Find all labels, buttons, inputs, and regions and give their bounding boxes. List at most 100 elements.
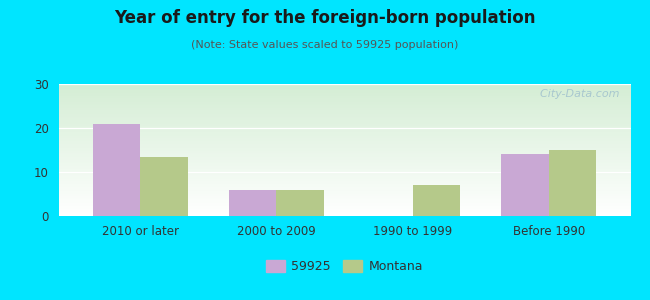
Bar	[58, 87, 630, 88]
Bar	[58, 95, 630, 96]
Bar	[58, 194, 630, 195]
Bar	[58, 153, 630, 154]
Bar	[58, 193, 630, 194]
Bar	[58, 86, 630, 87]
Bar	[58, 167, 630, 168]
Bar	[58, 182, 630, 183]
Bar	[58, 215, 630, 216]
Bar	[92, 124, 140, 216]
Bar	[58, 122, 630, 124]
Bar	[58, 141, 630, 142]
Bar	[58, 84, 630, 85]
Bar	[58, 129, 630, 130]
Bar	[58, 136, 630, 137]
Bar	[58, 158, 630, 159]
Bar	[58, 134, 630, 135]
Bar	[58, 172, 630, 173]
Bar	[58, 102, 630, 103]
Bar	[58, 205, 630, 206]
Bar	[58, 115, 630, 116]
Bar	[549, 150, 597, 216]
Bar	[58, 96, 630, 97]
Bar	[58, 174, 630, 175]
Bar	[58, 200, 630, 201]
Bar	[58, 108, 630, 109]
Bar	[58, 161, 630, 162]
Bar	[58, 191, 630, 192]
Text: City-Data.com: City-Data.com	[532, 89, 619, 99]
Bar	[58, 97, 630, 98]
Bar	[58, 212, 630, 213]
Bar	[58, 100, 630, 102]
Bar	[58, 91, 630, 92]
Bar	[58, 125, 630, 126]
Bar	[58, 120, 630, 122]
Bar	[58, 154, 630, 155]
Bar	[58, 181, 630, 182]
Bar	[58, 147, 630, 148]
Bar	[58, 214, 630, 215]
Bar	[58, 112, 630, 114]
Bar	[58, 195, 630, 196]
Bar	[58, 119, 630, 120]
Bar	[58, 186, 630, 188]
Bar	[58, 109, 630, 110]
Bar	[58, 201, 630, 202]
Bar	[58, 143, 630, 145]
Bar	[58, 197, 630, 198]
Bar	[276, 190, 324, 216]
Bar	[58, 142, 630, 143]
Bar	[58, 149, 630, 150]
Bar	[58, 94, 630, 95]
Bar	[58, 106, 630, 107]
Bar	[58, 99, 630, 101]
Bar	[58, 180, 630, 181]
Bar	[140, 157, 188, 216]
Bar	[58, 164, 630, 165]
Bar	[58, 85, 630, 86]
Bar	[58, 204, 630, 205]
Bar	[58, 213, 630, 214]
Bar	[58, 89, 630, 91]
Bar	[58, 160, 630, 161]
Bar	[58, 175, 630, 176]
Bar	[58, 206, 630, 207]
Bar	[58, 104, 630, 105]
Bar	[58, 118, 630, 119]
Bar	[58, 151, 630, 152]
Bar	[58, 209, 630, 211]
Bar	[58, 128, 630, 129]
Bar	[229, 190, 276, 216]
Bar	[58, 207, 630, 208]
Bar	[58, 162, 630, 163]
Bar	[58, 150, 630, 151]
Bar	[58, 93, 630, 94]
Bar	[58, 114, 630, 115]
Bar	[58, 171, 630, 172]
Bar	[58, 92, 630, 93]
Bar	[58, 88, 630, 89]
Bar	[58, 192, 630, 193]
Bar	[58, 137, 630, 138]
Bar	[58, 183, 630, 184]
Bar	[58, 132, 630, 134]
Bar	[58, 184, 630, 185]
Bar	[58, 155, 630, 157]
Bar	[58, 107, 630, 108]
Bar	[58, 105, 630, 106]
Text: (Note: State values scaled to 59925 population): (Note: State values scaled to 59925 popu…	[191, 40, 459, 50]
Bar	[58, 157, 630, 158]
Bar	[501, 154, 549, 216]
Bar	[58, 131, 630, 132]
Bar	[58, 138, 630, 139]
Bar	[58, 173, 630, 174]
Bar	[58, 190, 630, 191]
Bar	[58, 208, 630, 209]
Bar	[58, 98, 630, 99]
Bar	[58, 185, 630, 186]
Bar	[58, 198, 630, 200]
Bar	[58, 139, 630, 140]
Bar	[58, 203, 630, 204]
Bar	[58, 169, 630, 170]
Bar	[58, 159, 630, 160]
